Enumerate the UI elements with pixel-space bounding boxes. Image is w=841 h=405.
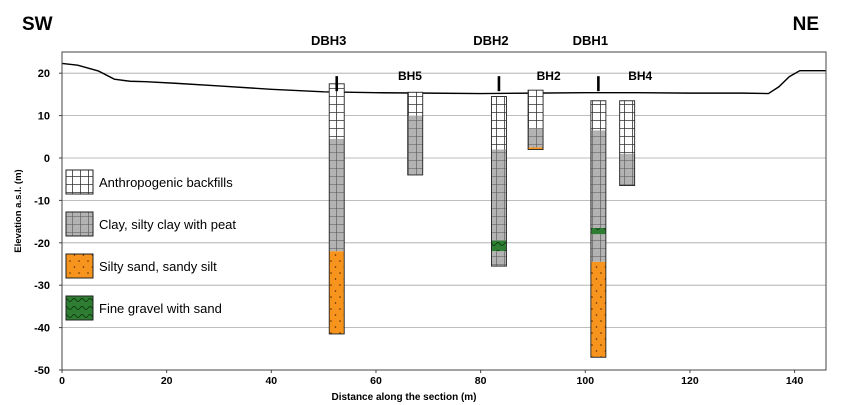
x-tick-label: 40 [265, 375, 277, 387]
direction-label-sw: SW [22, 14, 53, 35]
section-marker-label: DBH2 [473, 33, 508, 48]
borehole-layer [328, 83, 636, 358]
ground-layer [61, 62, 826, 95]
y-tick-label: 0 [44, 153, 50, 165]
legend-item-backfill: Anthropogenic backfills [65, 169, 233, 195]
legend-label: Silty sand, sandy silt [99, 259, 217, 274]
layer-backfill [590, 100, 606, 131]
y-tick-label: -10 [34, 195, 50, 207]
borehole-dbh1 [590, 100, 607, 358]
y-tick-label: -20 [34, 238, 50, 250]
borehole-label: BH5 [398, 69, 422, 83]
y-tick-label: -40 [34, 323, 50, 335]
x-tick-label: 60 [370, 375, 382, 387]
borehole-outline [490, 96, 507, 267]
x-axis-label: Distance along the section (m) [331, 392, 476, 403]
borehole-label: BH4 [628, 69, 652, 83]
grid-layer [62, 72, 826, 329]
y-axis-label: Elevation a.s.l. (m) [13, 169, 24, 252]
layer-backfill [329, 83, 345, 139]
borehole-bh5 [407, 91, 424, 176]
y-tick-label: -50 [34, 365, 50, 377]
borehole-outline [590, 100, 607, 358]
y-tick-label: 10 [38, 111, 50, 123]
borehole-outline [407, 91, 424, 176]
x-tick-label: 100 [577, 375, 595, 387]
layer-gravel [491, 240, 507, 252]
layer-backfill [619, 100, 635, 154]
legend-label: Fine gravel with sand [99, 301, 222, 316]
legend-swatch-clay [65, 211, 94, 237]
layer-sand [590, 261, 606, 358]
layer-clay [491, 149, 507, 241]
layer-clay [329, 138, 345, 252]
legend-label: Clay, silty clay with peat [99, 217, 236, 232]
y-tick-label: 20 [38, 68, 50, 80]
borehole-dbh3 [328, 83, 345, 335]
section-marker-label: DBH1 [573, 33, 608, 48]
legend-layer: Anthropogenic backfills Clay, silty clay … [65, 169, 236, 321]
layer-clay [407, 115, 423, 175]
x-tick-label: 140 [786, 375, 804, 387]
borehole-bh2 [527, 89, 544, 150]
layer-sand [329, 251, 345, 334]
x-tick-label: 120 [681, 375, 699, 387]
legend-swatch-backfill [65, 169, 94, 195]
x-tick-label: 0 [59, 375, 65, 387]
layer-clay [528, 128, 544, 148]
layer-gravel [590, 227, 606, 235]
legend-swatch-sand [65, 253, 94, 279]
layer-clay [491, 251, 507, 267]
legend-item-clay: Clay, silty clay with peat [65, 211, 236, 237]
legend-label: Anthropogenic backfills [99, 175, 233, 190]
plot-frame [61, 51, 827, 371]
y-tick-label: -30 [34, 280, 50, 292]
layer-backfill [528, 90, 544, 129]
layer-clay [590, 130, 606, 228]
layer-clay [619, 153, 635, 186]
ground-surface-line [61, 62, 826, 95]
borehole-bh4 [619, 100, 636, 187]
x-tick-label: 20 [161, 375, 173, 387]
marker-layer: DBH3 DBH2 DBH1 BH5 BH2 BH4 [311, 33, 653, 92]
section-marker-label: DBH3 [311, 33, 346, 48]
borehole-label: BH2 [537, 69, 561, 83]
legend-swatch-gravel [65, 295, 94, 321]
borehole-dbh2 [490, 96, 507, 267]
legend-item-gravel: Fine gravel with sand [65, 295, 222, 321]
borehole-outline [619, 100, 636, 187]
layer-backfill [491, 96, 507, 150]
legend-item-sand: Silty sand, sandy silt [65, 253, 217, 279]
layer-sand [528, 147, 544, 150]
layer-backfill [407, 92, 423, 116]
layer-clay [590, 234, 606, 262]
x-tick-label: 80 [475, 375, 487, 387]
direction-label-ne: NE [792, 14, 819, 35]
borehole-outline [527, 89, 544, 150]
